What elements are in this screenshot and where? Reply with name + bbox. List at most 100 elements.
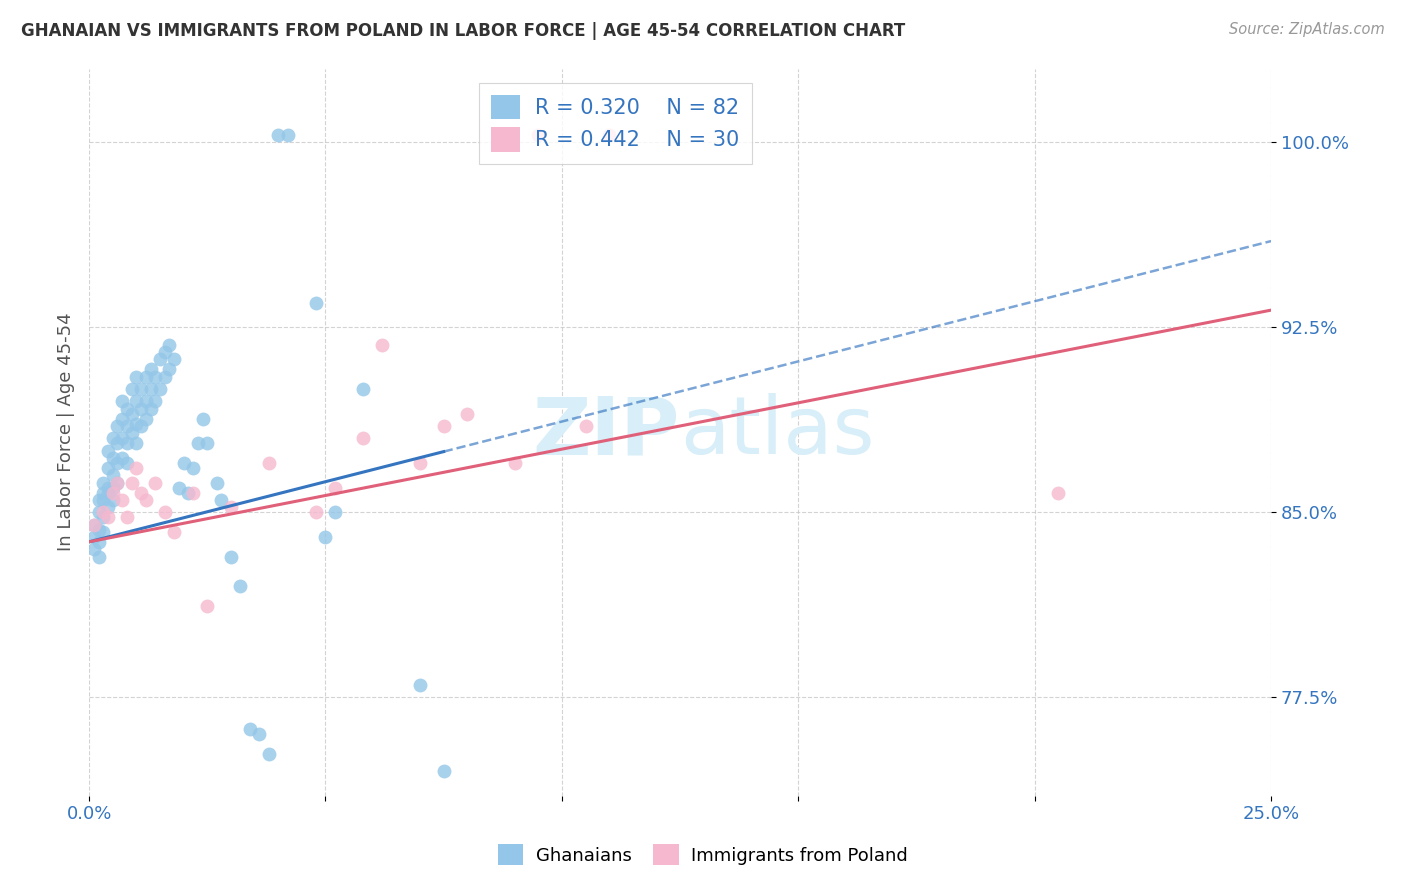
Point [107,419,129,434]
Point [125,417,148,431]
Point [195,436,218,450]
Point [97,485,120,500]
Point [125,369,148,384]
Point [323,505,346,519]
Point [129,419,152,434]
Point [153,369,176,384]
Point [107,456,129,470]
Legend: Ghanaians, Immigrants from Poland: Ghanaians, Immigrants from Poland [491,837,915,872]
Point [129,401,152,416]
Point [107,475,129,490]
Point [97,481,120,495]
Point [143,475,166,490]
Point [91,505,114,519]
Point [574,419,596,434]
Point [115,510,138,524]
Point [101,450,124,465]
Point [371,337,394,351]
Point [135,369,157,384]
Point [121,475,143,490]
Text: GHANAIAN VS IMMIGRANTS FROM POLAND IN LABOR FORCE | AGE 45-54 CORRELATION CHART: GHANAIAN VS IMMIGRANTS FROM POLAND IN LA… [21,22,905,40]
Point [111,450,134,465]
Point [135,492,157,507]
Legend: R = 0.320    N = 82, R = 0.442    N = 30: R = 0.320 N = 82, R = 0.442 N = 30 [478,83,752,164]
Point [149,382,172,396]
Point [149,352,172,367]
Point [305,295,328,310]
Point [125,394,148,409]
Point [111,431,134,445]
Point [211,492,233,507]
Point [101,468,124,483]
Point [107,475,129,490]
Point [83,517,105,532]
Text: atlas: atlas [681,393,875,471]
Point [153,345,176,359]
Point [409,678,432,692]
Point [143,394,166,409]
Point [87,549,110,564]
Point [97,461,120,475]
Point [97,443,120,458]
Text: Source: ZipAtlas.com: Source: ZipAtlas.com [1229,22,1385,37]
Point [135,411,157,425]
Point [195,599,218,613]
Point [187,436,209,450]
Point [163,352,186,367]
Point [97,510,120,524]
Point [121,407,143,421]
Point [181,485,204,500]
Point [305,505,328,519]
Point [267,128,290,142]
Point [181,461,204,475]
Point [97,500,120,515]
Point [433,764,456,778]
Point [125,461,148,475]
Point [159,337,181,351]
Point [143,369,166,384]
Point [101,492,124,507]
Point [352,431,374,445]
Point [115,419,138,434]
Point [1047,485,1070,500]
Point [87,492,110,507]
Point [91,524,114,539]
Point [503,456,526,470]
Point [352,382,374,396]
Point [111,394,134,409]
Point [101,431,124,445]
Point [91,475,114,490]
Point [139,382,162,396]
Point [527,128,550,142]
Point [111,492,134,507]
Point [101,485,124,500]
Point [598,128,620,142]
Point [107,436,129,450]
Point [83,530,105,544]
Point [456,407,478,421]
Point [91,492,114,507]
Point [409,456,432,470]
Point [87,534,110,549]
Point [135,394,157,409]
Point [191,411,214,425]
Point [101,481,124,495]
Point [167,481,190,495]
Point [219,549,242,564]
Point [163,524,186,539]
Point [314,530,336,544]
Point [115,456,138,470]
Point [111,411,134,425]
Point [87,505,110,519]
Point [239,722,262,736]
Point [433,419,456,434]
Point [205,475,228,490]
Point [115,436,138,450]
Point [83,517,105,532]
Text: ZIP: ZIP [533,393,681,471]
Point [87,523,110,537]
Point [257,456,280,470]
Point [139,362,162,376]
Point [91,510,114,524]
Y-axis label: In Labor Force | Age 45-54: In Labor Force | Age 45-54 [58,313,75,551]
